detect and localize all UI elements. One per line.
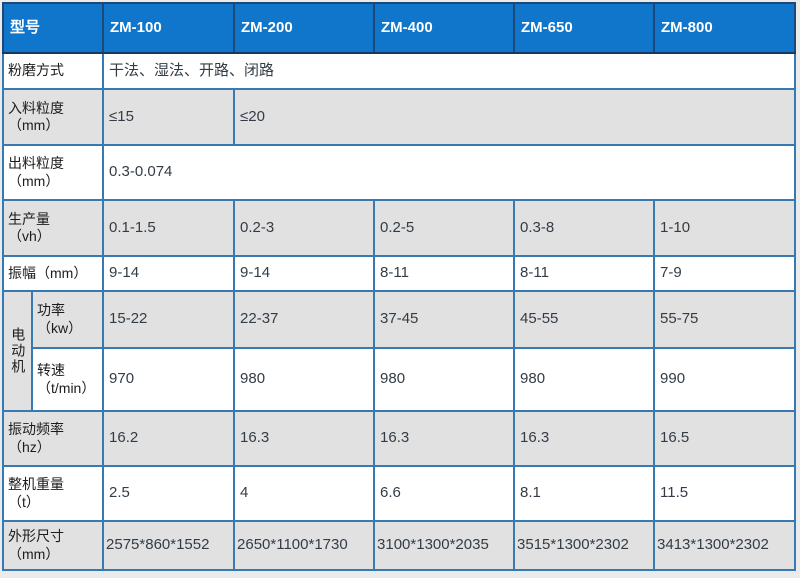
value-capacity-zm800: 1-10	[653, 199, 797, 257]
value-speed-zm400: 980	[373, 347, 516, 412]
value-dimensions-zm400: 3100*1300*2035	[373, 520, 516, 571]
value-weight-zm200: 4	[233, 465, 376, 522]
value-grinding-method: 干法、湿法、开路、闭路	[102, 52, 797, 90]
value-power-zm400: 37-45	[373, 290, 516, 349]
table-row-weight: 整机重量 （t） 2.5 4 6.6 8.1 11.5	[1, 465, 797, 522]
value-speed-zm800: 990	[653, 347, 797, 412]
row-group-label-motor: 电动机	[2, 290, 33, 412]
value-speed-zm100: 970	[102, 347, 236, 412]
value-frequency-zm400: 16.3	[373, 410, 516, 467]
value-power-zm800: 55-75	[653, 290, 797, 349]
header-model-label: 型号	[1, 2, 105, 54]
value-amplitude-zm200: 9-14	[233, 255, 376, 292]
value-dimensions-zm650: 3515*1300*2302	[513, 520, 656, 571]
value-power-zm200: 22-37	[233, 290, 376, 349]
value-weight-zm650: 8.1	[513, 465, 656, 522]
header-model-zm400: ZM-400	[373, 2, 516, 54]
value-capacity-zm100: 0.1-1.5	[102, 199, 236, 257]
value-feed-size-zm100: ≤15	[102, 88, 236, 146]
row-label-amplitude: 振幅（mm）	[1, 255, 105, 292]
value-weight-zm100: 2.5	[102, 465, 236, 522]
table-row-motor-speed: 转速 （t/min） 970 980 980 980 990	[3, 347, 797, 412]
header-model-zm100: ZM-100	[102, 2, 236, 54]
value-capacity-zm200: 0.2-3	[233, 199, 376, 257]
value-frequency-zm800: 16.5	[653, 410, 797, 467]
table-row-capacity: 生产量 （vh） 0.1-1.5 0.2-3 0.2-5 0.3-8 1-10	[1, 199, 797, 257]
value-speed-zm650: 980	[513, 347, 656, 412]
row-label-speed: 转速 （t/min）	[30, 347, 105, 412]
row-label-discharge-size: 出料粒度 （mm）	[1, 144, 105, 201]
value-capacity-zm400: 0.2-5	[373, 199, 516, 257]
value-amplitude-zm100: 9-14	[102, 255, 236, 292]
row-label-capacity: 生产量 （vh）	[1, 199, 105, 257]
header-model-zm800: ZM-800	[653, 2, 797, 54]
spec-table: 型号 ZM-100 ZM-200 ZM-400 ZM-650 ZM-800 粉磨…	[1, 2, 797, 571]
table-row-grinding-method: 粉磨方式 干法、湿法、开路、闭路	[1, 52, 797, 90]
value-dimensions-zm200: 2650*1100*1730	[233, 520, 376, 571]
row-label-frequency: 振动频率 （hz）	[1, 410, 105, 467]
value-amplitude-zm400: 8-11	[373, 255, 516, 292]
row-label-feed-size: 入料粒度 （mm）	[1, 88, 105, 146]
value-frequency-zm650: 16.3	[513, 410, 656, 467]
value-weight-zm800: 11.5	[653, 465, 797, 522]
value-weight-zm400: 6.6	[373, 465, 516, 522]
row-label-dimensions: 外形尺寸 （mm）	[1, 520, 105, 571]
row-label-power: 功率 （kw）	[30, 290, 105, 349]
table-row-amplitude: 振幅（mm） 9-14 9-14 8-11 8-11 7-9	[1, 255, 797, 292]
table-row-frequency: 振动频率 （hz） 16.2 16.3 16.3 16.3 16.5	[1, 410, 797, 467]
value-power-zm650: 45-55	[513, 290, 656, 349]
table-row-dimensions: 外形尺寸 （mm） 2575*860*1552 2650*1100*1730 3…	[1, 520, 797, 571]
value-frequency-zm100: 16.2	[102, 410, 236, 467]
value-amplitude-zm800: 7-9	[653, 255, 797, 292]
row-label-weight: 整机重量 （t）	[1, 465, 105, 522]
value-capacity-zm650: 0.3-8	[513, 199, 656, 257]
row-label-grinding-method: 粉磨方式	[1, 52, 105, 90]
value-frequency-zm200: 16.3	[233, 410, 376, 467]
value-dimensions-zm100: 2575*860*1552	[102, 520, 236, 571]
value-speed-zm200: 980	[233, 347, 376, 412]
table-row-header: 型号 ZM-100 ZM-200 ZM-400 ZM-650 ZM-800	[1, 2, 797, 54]
value-dimensions-zm800: 3413*1300*2302	[653, 520, 797, 571]
table-row-motor-power: 电动机 功率 （kw） 15-22 22-37 37-45 45-55 55-7…	[2, 290, 797, 412]
table-row-feed-size: 入料粒度 （mm） ≤15 ≤20	[1, 88, 797, 146]
table-row-discharge-size: 出料粒度 （mm） 0.3-0.074	[1, 144, 797, 201]
header-model-zm200: ZM-200	[233, 2, 376, 54]
value-power-zm100: 15-22	[102, 290, 236, 349]
value-discharge-size: 0.3-0.074	[102, 144, 797, 201]
header-model-zm650: ZM-650	[513, 2, 656, 54]
value-feed-size-rest: ≤20	[233, 88, 797, 146]
value-amplitude-zm650: 8-11	[513, 255, 656, 292]
